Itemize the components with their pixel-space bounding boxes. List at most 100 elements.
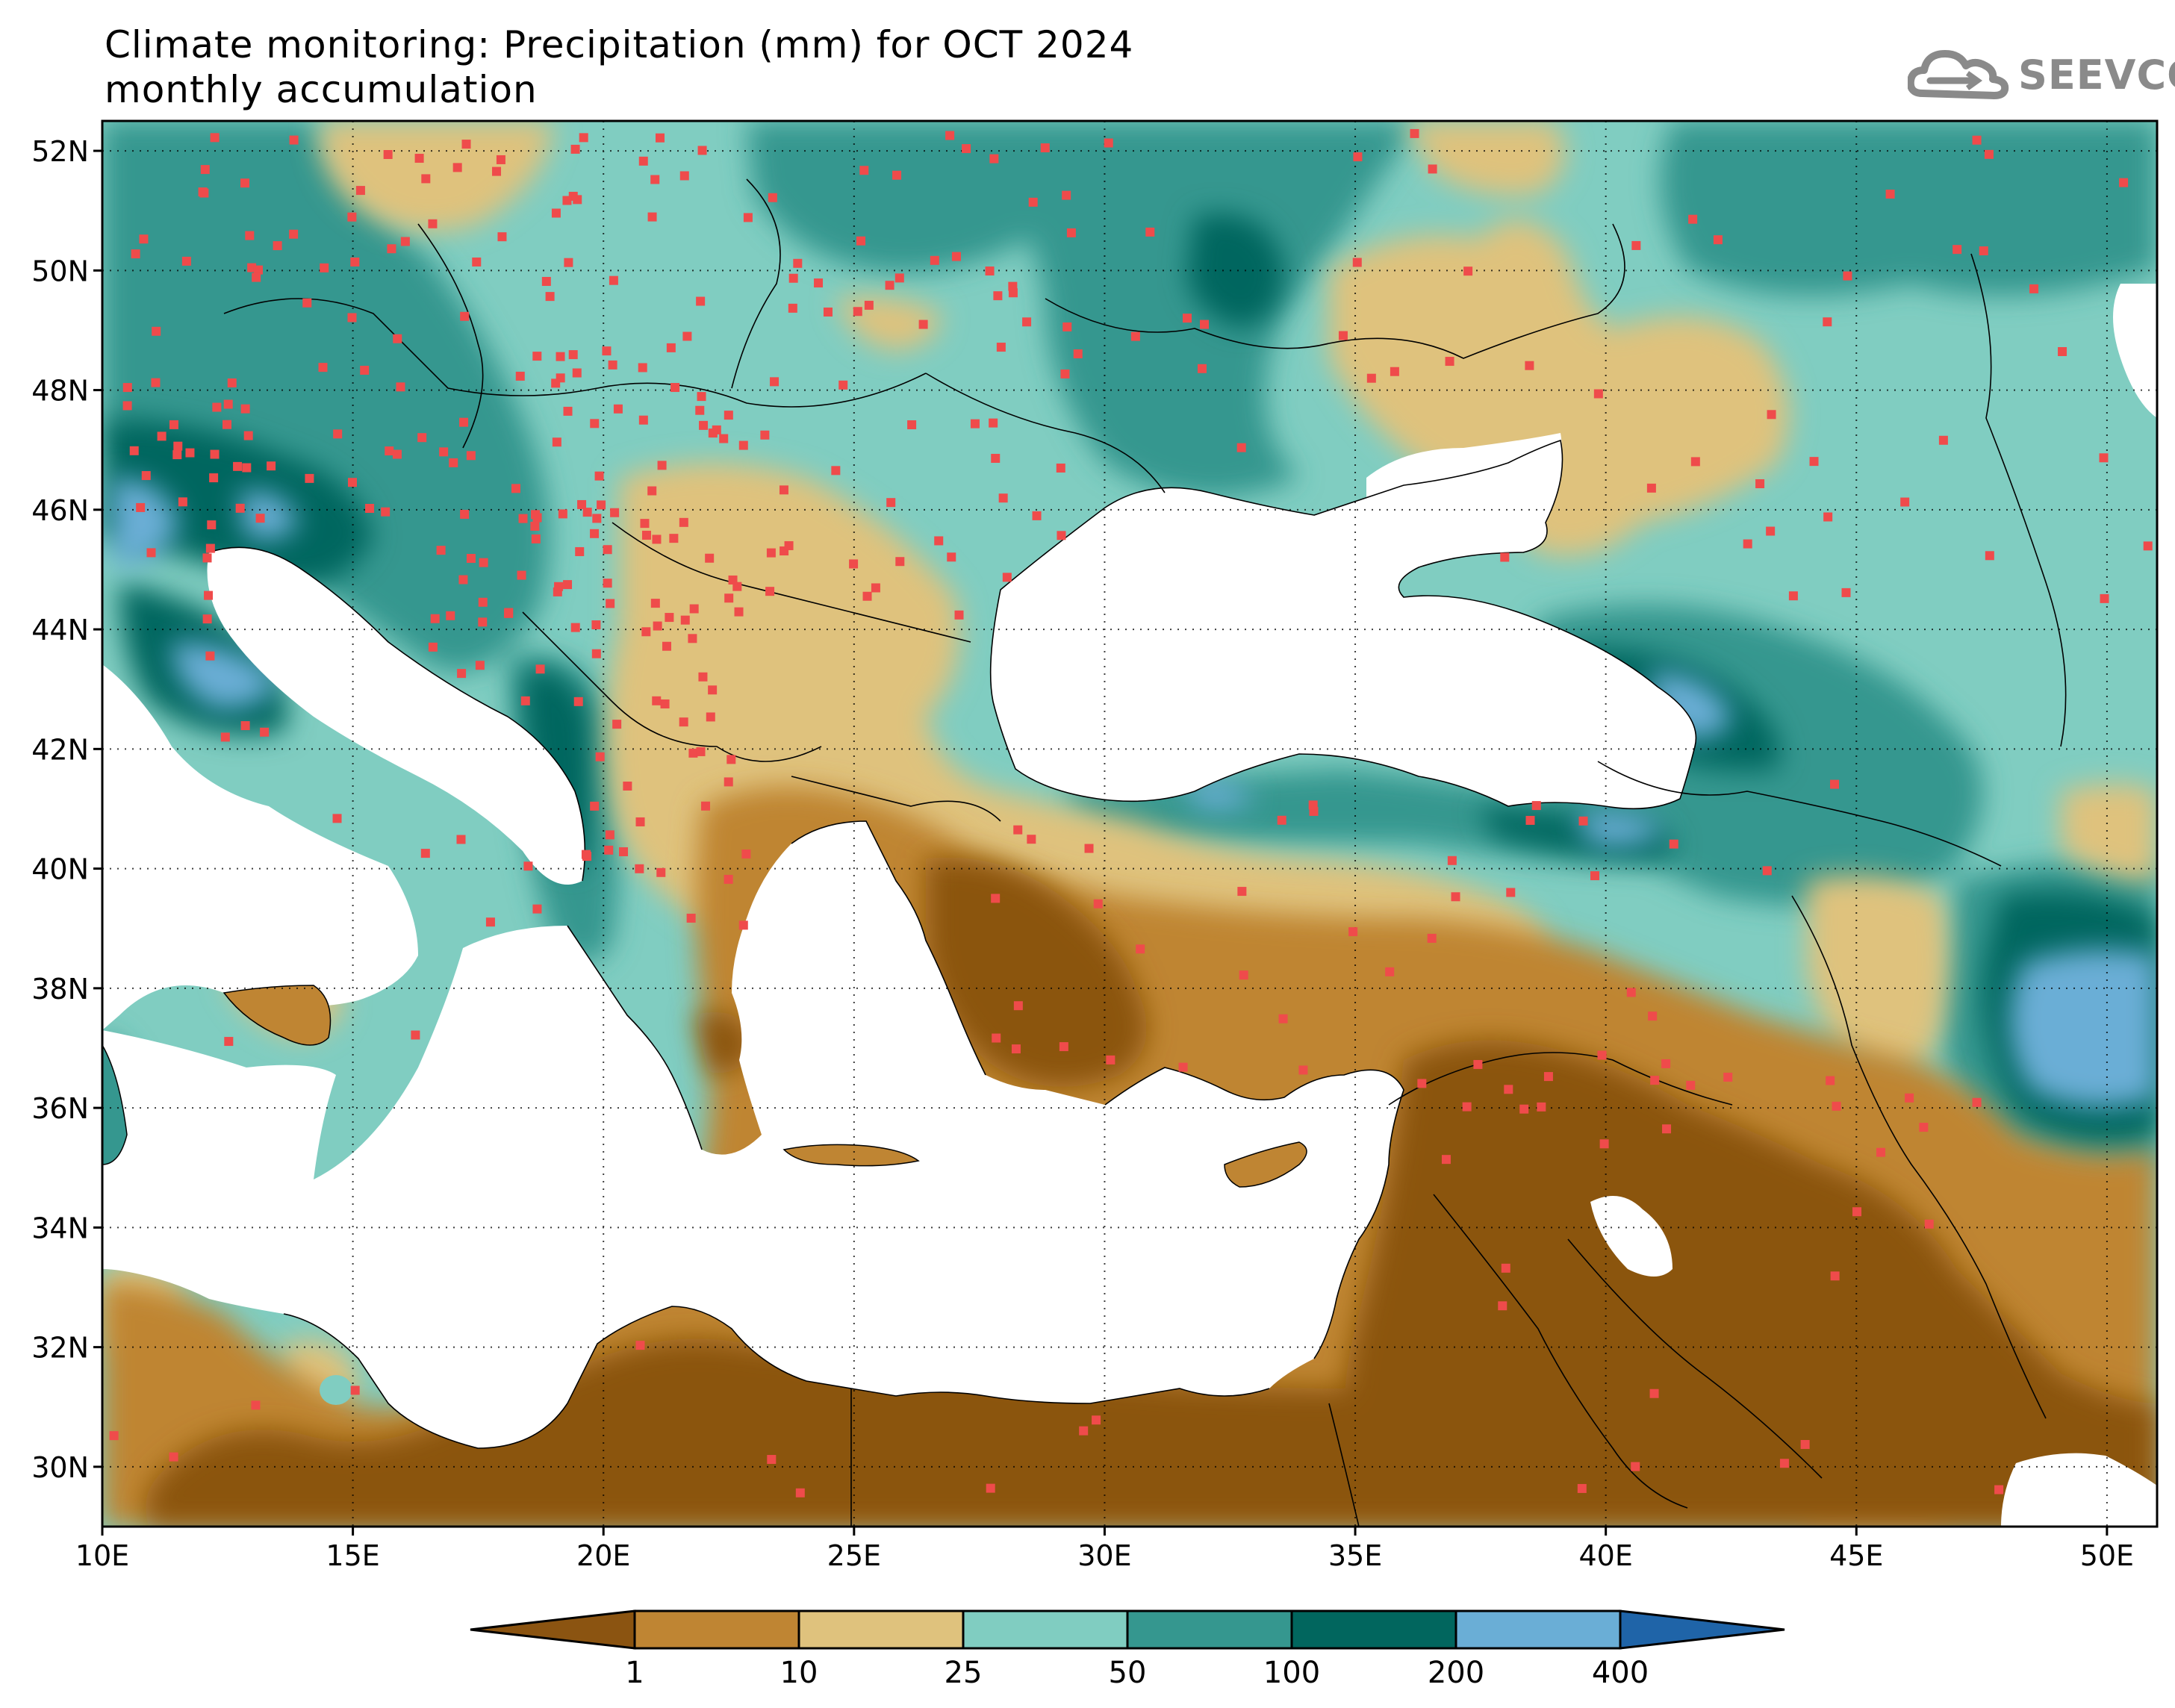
lat-tick-label: 50N bbox=[31, 255, 89, 287]
station-marker bbox=[1145, 227, 1155, 237]
field-lt1-arabia bbox=[1717, 1235, 1915, 1403]
station-marker bbox=[2058, 347, 2067, 357]
station-marker bbox=[393, 334, 402, 343]
station-marker bbox=[210, 449, 220, 459]
station-marker bbox=[590, 801, 600, 811]
field-200-400-pontic-east bbox=[1575, 811, 1665, 846]
map-frame bbox=[101, 119, 2159, 1528]
station-marker bbox=[1531, 801, 1541, 811]
station-marker bbox=[708, 685, 718, 695]
station-marker bbox=[679, 171, 689, 181]
station-marker bbox=[562, 196, 572, 205]
station-marker bbox=[1308, 800, 1318, 810]
station-marker bbox=[1200, 320, 1210, 329]
logo-text: SEEVCCC bbox=[2018, 51, 2175, 99]
title-block: Climate monitoring: Precipitation (mm) f… bbox=[105, 22, 1133, 112]
station-marker bbox=[1277, 815, 1286, 825]
station-marker bbox=[638, 156, 648, 166]
station-marker bbox=[360, 365, 370, 375]
station-marker bbox=[2100, 593, 2109, 603]
station-marker bbox=[998, 493, 1008, 503]
station-marker bbox=[1767, 410, 1776, 420]
station-marker bbox=[202, 553, 212, 563]
station-marker bbox=[178, 497, 187, 507]
station-marker bbox=[551, 378, 561, 388]
sicily-island bbox=[223, 985, 332, 1046]
station-marker bbox=[267, 461, 276, 471]
station-marker bbox=[575, 546, 585, 556]
station-marker bbox=[1985, 551, 1994, 561]
station-marker bbox=[1593, 389, 1603, 399]
station-marker bbox=[350, 257, 360, 267]
field-10-25-poland bbox=[836, 296, 941, 351]
station-marker bbox=[1537, 1102, 1546, 1112]
station-marker bbox=[243, 431, 253, 440]
station-marker bbox=[724, 874, 733, 884]
station-marker bbox=[428, 642, 438, 652]
station-marker bbox=[205, 543, 215, 553]
field-10-25-moscow bbox=[1404, 121, 1565, 196]
station-marker bbox=[934, 536, 944, 546]
station-marker bbox=[738, 440, 748, 450]
station-marker bbox=[699, 420, 709, 430]
station-marker bbox=[635, 817, 645, 826]
adriatic-sea bbox=[207, 547, 585, 885]
station-marker bbox=[1905, 1093, 1914, 1103]
station-marker bbox=[141, 471, 151, 481]
station-marker bbox=[688, 634, 697, 643]
station-marker bbox=[1366, 373, 1376, 383]
station-marker bbox=[551, 208, 561, 218]
station-marker bbox=[2029, 284, 2039, 293]
crete-island bbox=[782, 1144, 920, 1167]
station-marker bbox=[1178, 1062, 1188, 1072]
iraq-lake bbox=[1590, 1196, 1673, 1277]
station-marker bbox=[1410, 128, 1419, 138]
station-marker bbox=[1830, 779, 1840, 789]
field-200-400-ligurian bbox=[172, 642, 276, 709]
station-markers bbox=[109, 128, 2153, 1497]
station-marker bbox=[496, 155, 505, 164]
station-marker bbox=[602, 346, 612, 356]
station-marker bbox=[788, 303, 797, 313]
colorbar-extend-low bbox=[470, 1609, 636, 1650]
station-marker bbox=[227, 378, 237, 387]
station-marker bbox=[1938, 435, 1948, 445]
station-marker bbox=[591, 620, 601, 630]
station-marker bbox=[1885, 190, 1895, 199]
station-marker bbox=[332, 814, 342, 823]
station-marker bbox=[1506, 888, 1516, 897]
station-marker bbox=[1062, 190, 1071, 200]
station-marker bbox=[618, 847, 628, 856]
station-marker bbox=[350, 1386, 360, 1395]
station-marker bbox=[222, 420, 231, 429]
station-marker bbox=[766, 548, 776, 558]
station-marker bbox=[1060, 369, 1070, 378]
station-marker bbox=[1952, 245, 1962, 255]
station-marker bbox=[993, 291, 1003, 301]
station-marker bbox=[647, 486, 657, 496]
station-marker bbox=[1062, 322, 1072, 331]
station-marker bbox=[1788, 591, 1798, 601]
station-marker bbox=[838, 380, 848, 390]
station-marker bbox=[647, 212, 657, 222]
station-marker bbox=[603, 579, 612, 588]
field-200-400-zagros bbox=[2010, 950, 2157, 1107]
station-marker bbox=[392, 449, 402, 459]
station-marker bbox=[795, 1488, 805, 1497]
station-marker bbox=[1500, 552, 1510, 562]
station-marker bbox=[252, 272, 261, 282]
station-marker bbox=[531, 534, 541, 543]
lat-tick-label: 40N bbox=[31, 853, 89, 886]
lon-tick-label: 20E bbox=[576, 1539, 630, 1572]
station-marker bbox=[146, 548, 156, 558]
station-marker bbox=[605, 830, 614, 840]
station-marker bbox=[1979, 246, 1988, 256]
station-marker bbox=[1447, 855, 1457, 865]
station-marker bbox=[535, 664, 545, 674]
station-marker bbox=[597, 500, 606, 510]
station-marker bbox=[962, 144, 971, 154]
station-marker bbox=[204, 590, 214, 600]
precipitation-fields bbox=[102, 121, 2157, 1527]
station-marker bbox=[1002, 573, 1012, 582]
